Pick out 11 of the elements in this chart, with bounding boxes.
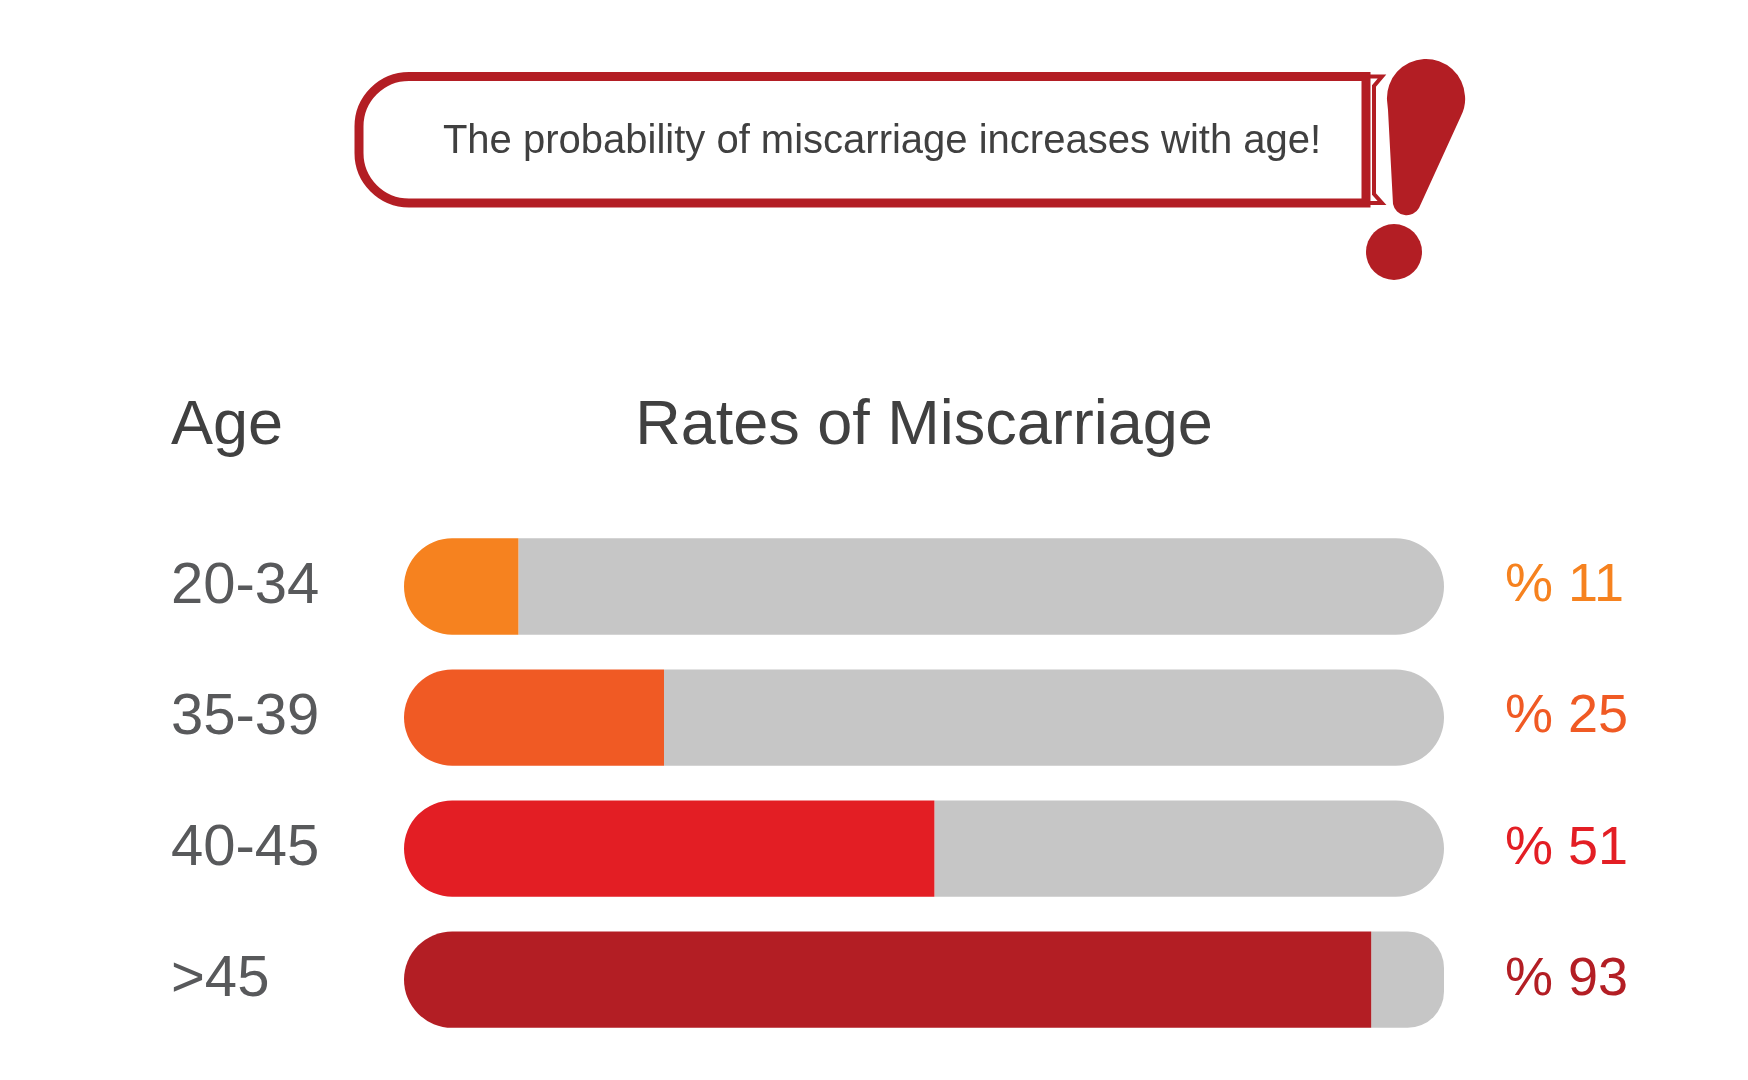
y-tick-label: 35-39: [171, 680, 320, 746]
y-tick-label: 20-34: [171, 549, 320, 615]
y-tick-label: 40-45: [171, 811, 320, 877]
chart-title: Rates of Miscarriage: [635, 387, 1213, 457]
data-label: % 25: [1505, 683, 1629, 744]
data-label: % 51: [1505, 814, 1629, 875]
data-label: % 93: [1505, 945, 1629, 1006]
text: The probability of miscarriage increases with age!: [442, 117, 1322, 162]
data-label: % 11: [1505, 552, 1625, 613]
y-tick-label: >45: [171, 942, 270, 1008]
y-axis-title: Age: [171, 387, 284, 457]
